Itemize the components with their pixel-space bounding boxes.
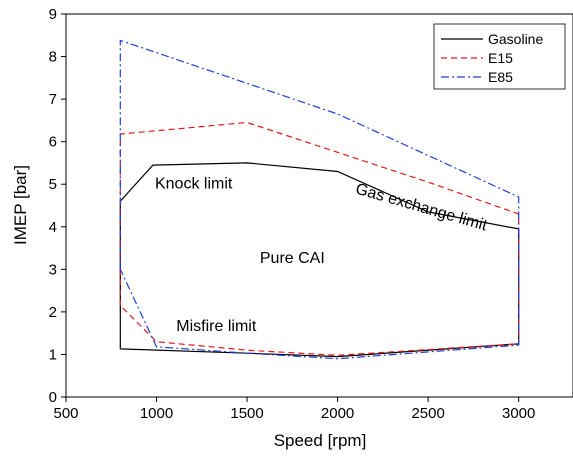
series-layer (119, 39, 520, 360)
y-tick-label: 7 (49, 91, 57, 108)
y-axis-title: IMEP [bar] (11, 165, 30, 245)
y-tick-label: 0 (49, 389, 57, 406)
x-axis-title: Speed [rpm] (274, 431, 367, 450)
series-line-gasoline (119, 162, 520, 358)
y-tick-label: 6 (49, 134, 57, 151)
y-tick-label: 4 (49, 219, 57, 236)
y-tick-label: 8 (49, 49, 57, 66)
y-tick-label: 2 (49, 304, 57, 321)
plot-frame (65, 13, 573, 398)
x-tick-label: 2500 (411, 405, 444, 422)
x-tick-label: 1500 (230, 405, 263, 422)
ticks: 500 1000 1500 2000 2500 3000 0 1 2 3 4 5 6 7 8 9 (49, 6, 536, 422)
annotation: Knock limit (155, 175, 233, 192)
x-tick-label: 2000 (321, 405, 354, 422)
x-tick-label: 1000 (140, 405, 173, 422)
y-tick-label: 5 (49, 176, 57, 193)
legend-label-e15: E15 (488, 50, 513, 66)
legend: Gasoline E15 E85 (433, 23, 566, 90)
x-tick-label: 3000 (502, 405, 535, 422)
legend-label-gasoline: Gasoline (488, 31, 543, 47)
annotation: Gas exchange limit (353, 181, 489, 235)
y-tick-label: 1 (49, 346, 57, 363)
series-line-e85 (119, 39, 520, 360)
legend-label-e85: E85 (488, 69, 513, 85)
legend-box (433, 23, 566, 90)
y-tick-label: 9 (49, 6, 57, 23)
x-tick-label: 500 (53, 405, 78, 422)
annotations: Knock limit Gas exchange limit Pure CAI Mis… (155, 175, 490, 335)
annotation: Pure CAI (260, 250, 325, 267)
annotation: Misfire limit (176, 318, 257, 335)
y-tick-label: 3 (49, 261, 57, 278)
